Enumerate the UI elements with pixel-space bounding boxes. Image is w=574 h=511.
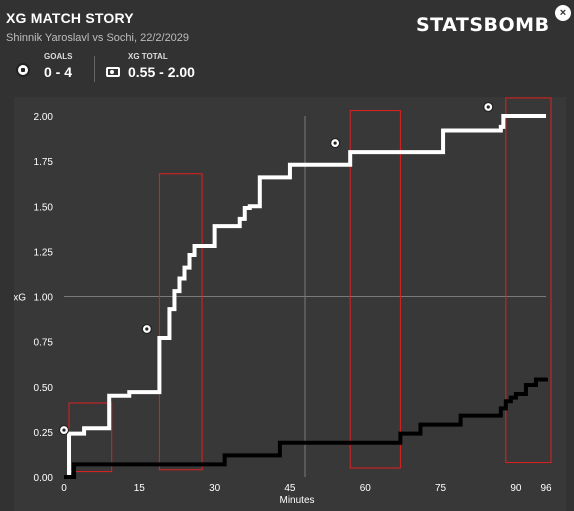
x-tick-label: 0 — [61, 483, 67, 494]
x-tick-label: 60 — [360, 483, 372, 494]
stats-divider — [94, 56, 95, 82]
goals-label: GOALS — [44, 52, 73, 61]
reference-lines — [64, 116, 546, 477]
highlight-window — [158, 173, 203, 471]
y-tick-label: 0.75 — [34, 338, 54, 349]
goals-value: 0 - 4 — [44, 64, 73, 80]
xg-total-label: XG TOTAL — [128, 52, 168, 61]
x-tick-label: 96 — [540, 483, 552, 494]
goal-ball-patch — [145, 327, 149, 331]
y-tick-label: 1.75 — [34, 157, 54, 168]
goal-marker — [141, 323, 152, 335]
goal-ball-patch — [486, 105, 490, 109]
y-tick-label: 0.25 — [34, 428, 54, 439]
tick-labels: 0.00 0.25 0.50 0.75 1.00 1.25 1.50 1.75 2.00 xG 0 1… — [14, 112, 552, 494]
highlight-window — [349, 110, 401, 469]
close-button[interactable]: × — [555, 5, 571, 21]
goal-ball-patch — [333, 141, 337, 145]
x-tick-label: 75 — [435, 483, 447, 494]
goal-marker — [483, 101, 494, 113]
y-tick-label: 2.00 — [34, 112, 54, 123]
x-axis-label: Minutes — [279, 495, 314, 506]
goal-ball-patch — [62, 428, 66, 432]
xg-total-value: 0.55 - 2.00 — [128, 64, 195, 80]
x-tick-label: 30 — [209, 483, 221, 494]
x-tick-label: 90 — [510, 483, 522, 494]
match-subtitle: Shinnik Yaroslavl vs Sochi, 22/2/2029 — [6, 32, 190, 44]
y-tick-label: 1.00 — [34, 293, 54, 304]
xg-chart: 0.00 0.25 0.50 0.75 1.00 1.25 1.50 1.75 2.00 xG 0 1… — [14, 97, 552, 506]
series-line-white — [64, 114, 546, 479]
football-icon — [16, 63, 30, 77]
y-tick-label: 1.25 — [34, 247, 54, 258]
highlight-window — [68, 402, 113, 473]
page-title: XG MATCH STORY — [6, 10, 134, 26]
xg-icon — [106, 67, 120, 77]
y-tick-label: 1.50 — [34, 202, 54, 213]
x-tick-label: 15 — [134, 483, 146, 494]
series-layer — [64, 114, 548, 479]
goal-marker — [58, 424, 70, 436]
y-tick-label: 0.50 — [34, 383, 54, 394]
goal-markers — [58, 101, 494, 436]
chart-panel: 0.00 0.25 0.50 0.75 1.00 1.25 1.50 1.75 2.00 xG 0 1… — [14, 97, 566, 511]
goal-marker — [330, 137, 341, 149]
y-tick-label: 0.00 — [34, 473, 54, 484]
y-axis-label: xG — [14, 293, 26, 304]
highlight-window — [505, 97, 552, 464]
series-line-black — [64, 377, 548, 479]
x-tick-label: 45 — [284, 483, 296, 494]
statsbomb-logo: STATSBOMB — [416, 14, 550, 36]
